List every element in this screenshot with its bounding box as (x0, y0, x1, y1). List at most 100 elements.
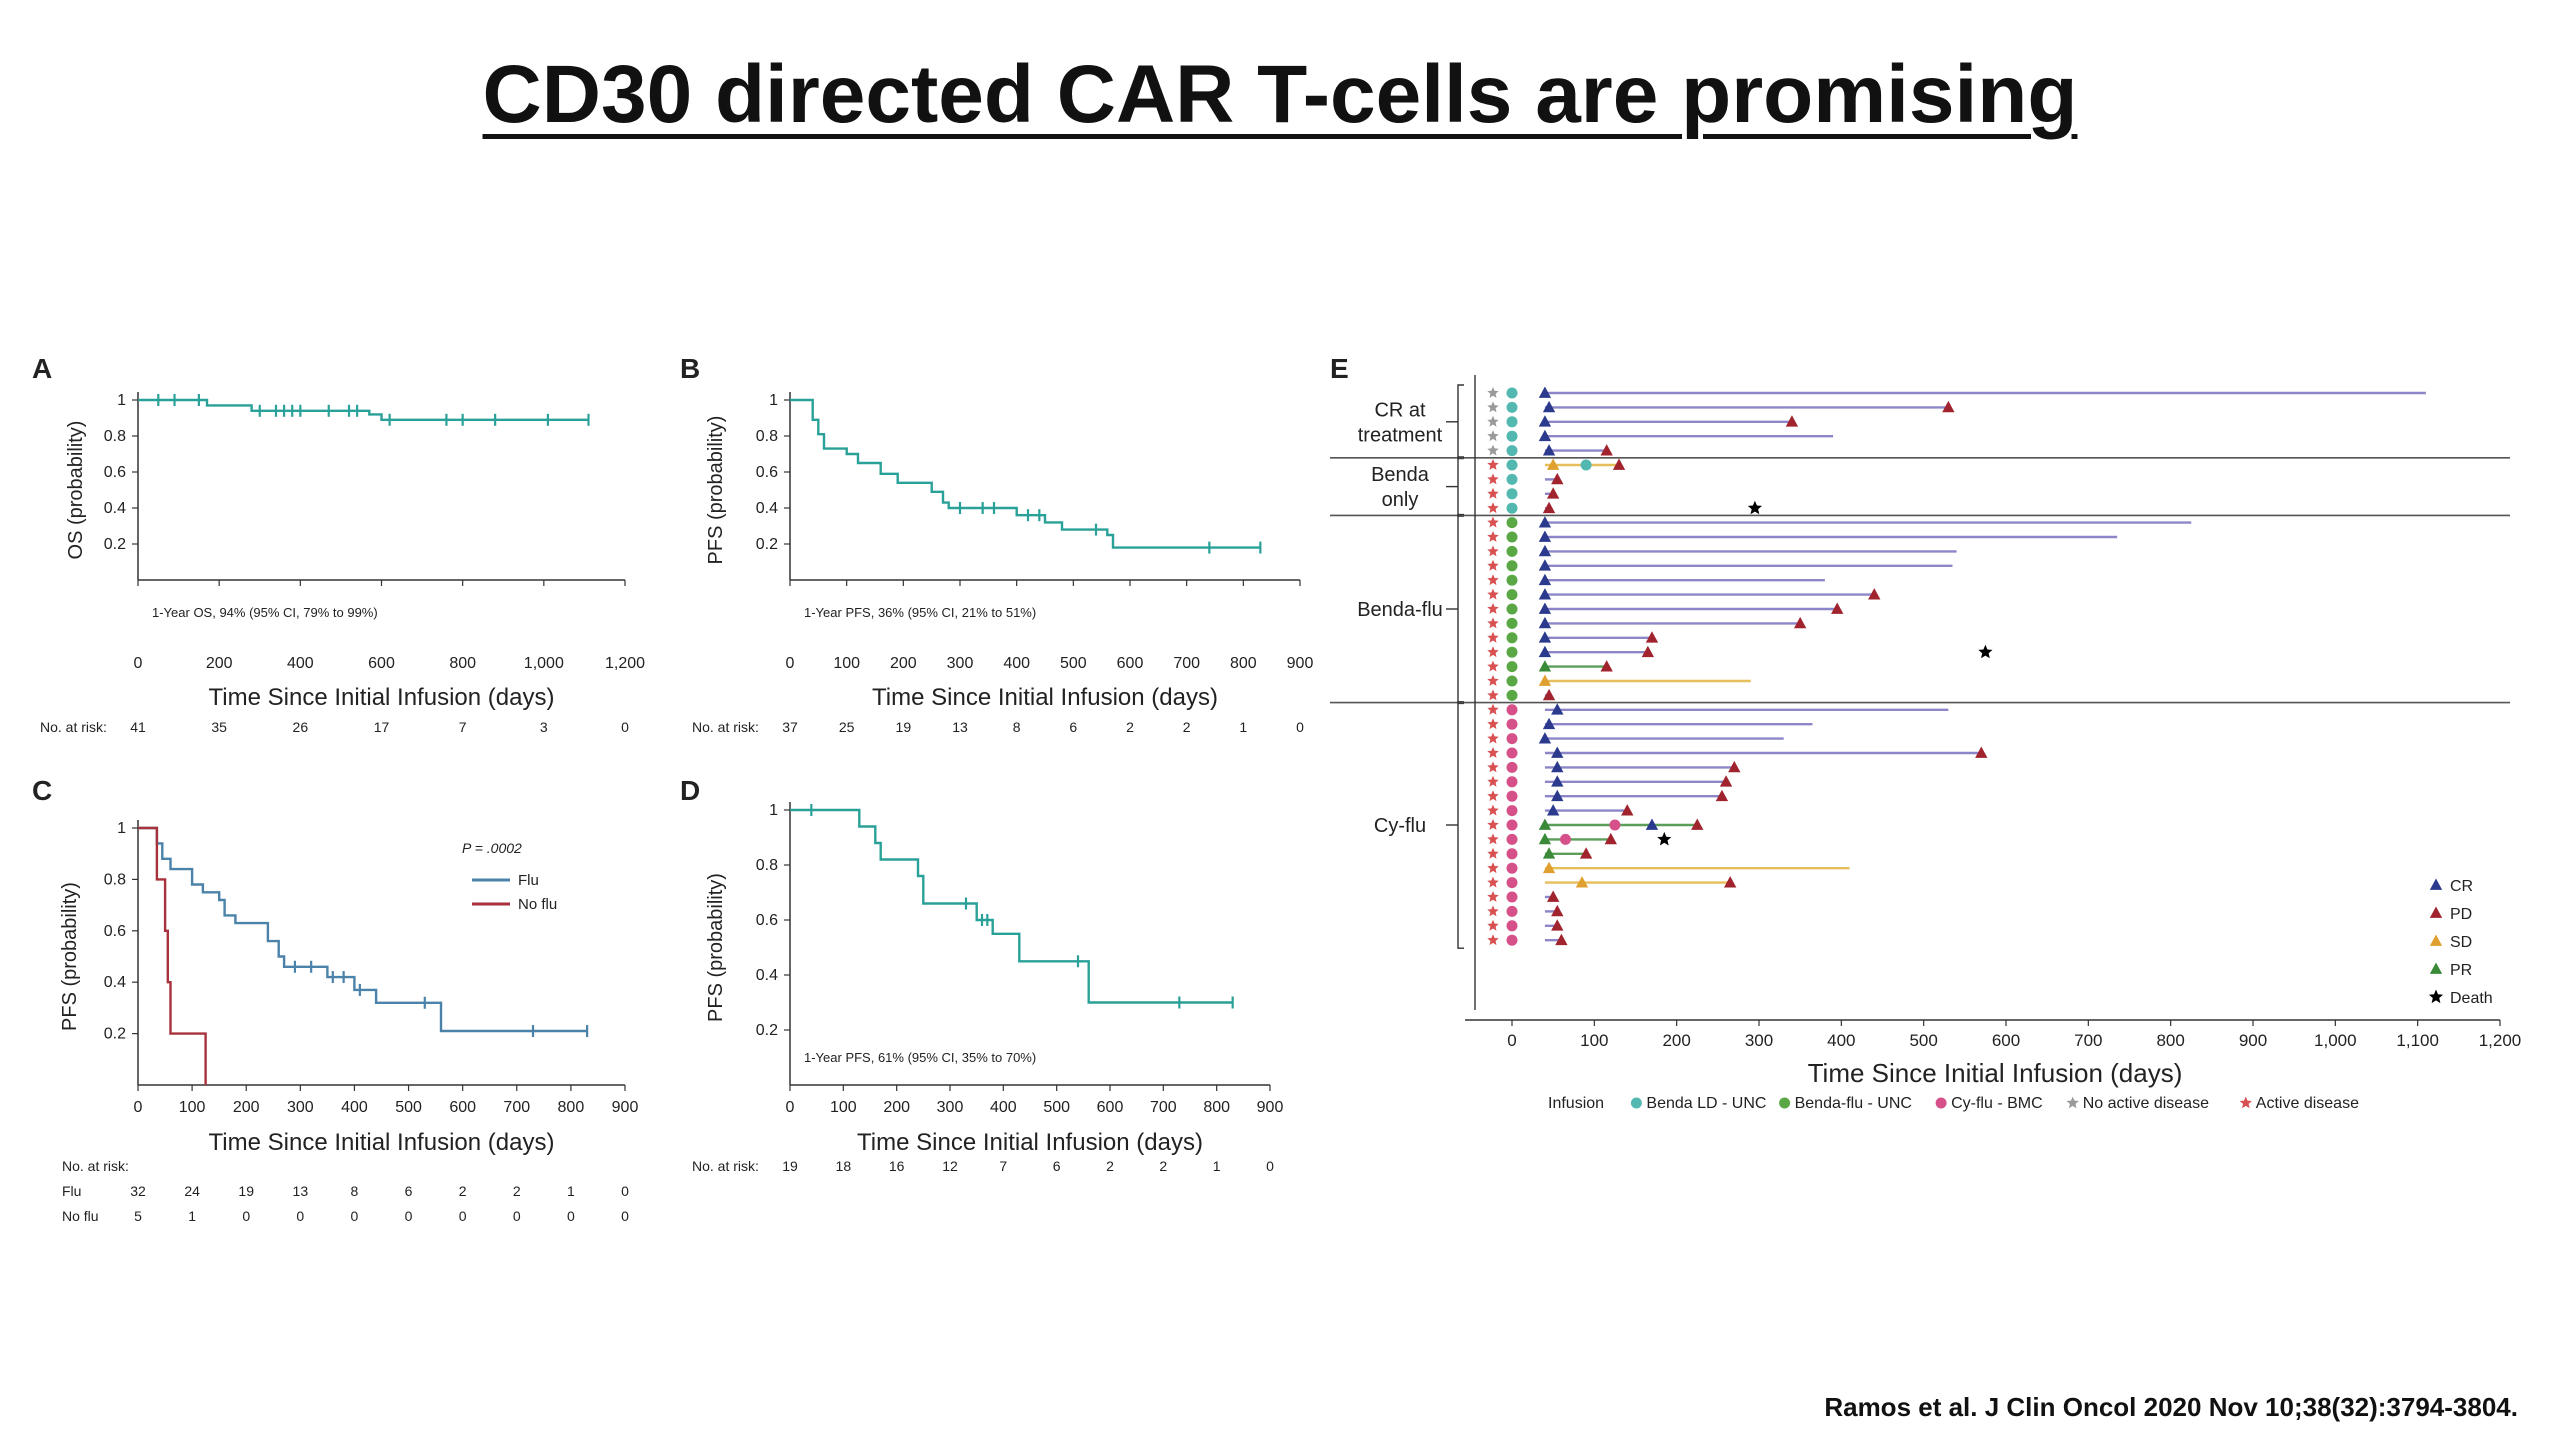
legend-label: No active disease (2083, 1095, 2209, 1112)
km-panel-b: B 0 100 200 300 400 500 600 700 800 900 0.2 0.4 0.6 0.… (680, 353, 1313, 735)
disease-status-star (1487, 747, 1499, 758)
disease-status-star (1487, 732, 1499, 744)
citation: Ramos et al. J Clin Oncol 2020 Nov 10;38… (1824, 1392, 2518, 1422)
x-tick-label: 800 (558, 1099, 585, 1116)
at-risk-value: 8 (1013, 719, 1021, 735)
response-marker-cr (1538, 415, 1552, 427)
y-tick-label: 0.8 (756, 428, 778, 445)
response-marker-pd (1604, 832, 1617, 845)
disease-status-star (1487, 718, 1499, 730)
at-risk-value: 0 (296, 1208, 304, 1224)
x-tick-label: 1,200 (2479, 1031, 2522, 1050)
response-marker-pr (1538, 660, 1552, 672)
disease-status-star (1487, 502, 1499, 514)
disease-status-star (1487, 876, 1499, 888)
infusion-dot (1506, 790, 1518, 802)
km-curve-pfs (790, 808, 1233, 1004)
response-marker-cr (1538, 429, 1552, 442)
panel-letter: B (680, 353, 700, 384)
at-risk-label: No. at risk: (40, 719, 107, 735)
y-tick-label: 1 (117, 820, 126, 837)
disease-status-star (1487, 804, 1499, 816)
infusion-dot (1506, 733, 1518, 745)
x-tick-label: 500 (1043, 1099, 1070, 1116)
y-axis-label: PFS (probability) (705, 416, 727, 565)
at-risk-value: 1 (567, 1183, 575, 1199)
response-marker-cr (1538, 616, 1552, 629)
infusion-dot (1506, 574, 1518, 586)
response-marker-pd (1724, 876, 1737, 888)
response-marker-sd (1575, 876, 1589, 888)
response-marker-pd (1645, 631, 1659, 643)
disease-status-star (1487, 487, 1499, 499)
response-marker-cr (1551, 746, 1564, 758)
at-risk-value: 12 (942, 1158, 958, 1174)
legend-star_none-icon (2066, 1096, 2079, 1109)
infusion-dot (1506, 531, 1518, 543)
infusion-dot (1506, 862, 1518, 874)
x-tick-label: 1,000 (524, 655, 564, 672)
infusion-dot (1506, 805, 1518, 817)
at-risk-value: 0 (351, 1208, 359, 1224)
y-tick-label: 0.8 (104, 871, 126, 888)
x-tick-label: 0 (134, 1099, 143, 1116)
response-marker-pd (1542, 688, 1556, 701)
infusion-dot (1506, 704, 1518, 716)
km-annotation: 1-Year PFS, 36% (95% CI, 21% to 51%) (804, 605, 1036, 620)
reinfusion-dot (1560, 833, 1572, 845)
response-marker-cr (1551, 789, 1564, 802)
at-risk-value: 32 (130, 1183, 146, 1199)
x-tick-label: 800 (1203, 1099, 1230, 1116)
legend-label: Flu (518, 872, 539, 889)
x-tick-label: 300 (287, 1099, 314, 1116)
disease-status-star (1487, 819, 1499, 830)
at-risk-label: No. at risk: (62, 1158, 129, 1174)
at-risk-value: 2 (1106, 1158, 1114, 1174)
response-marker-pd (1641, 645, 1655, 658)
infusion-dot (1506, 819, 1518, 831)
swimmer-panel: E CR at treatment Benda only Benda-flu Cy-flu 0… (1330, 353, 2521, 1112)
response-marker-sd (1538, 674, 1552, 686)
x-axis-label: Time Since Initial Infusion (days) (209, 1129, 555, 1156)
at-risk-value: 0 (567, 1208, 575, 1224)
response-marker-pd (1691, 818, 1704, 830)
response-marker-cr (1538, 645, 1552, 658)
y-tick-label: 0.4 (104, 500, 126, 517)
infusion-dot (1506, 589, 1518, 601)
y-tick-label: 0.2 (756, 536, 778, 553)
infusion-dot (1506, 905, 1518, 917)
infusion-dot (1506, 877, 1518, 889)
at-risk-value: 25 (839, 719, 855, 735)
at-risk-value: 19 (896, 719, 912, 735)
x-axis-label: Time Since Initial Infusion (days) (857, 1129, 1203, 1156)
infusion-dot (1506, 675, 1518, 687)
legend-pr-icon (2429, 962, 2443, 974)
x-tick-label: 100 (830, 1099, 857, 1116)
response-marker-pd (1600, 444, 1613, 456)
at-risk-label: No. at risk: (692, 1158, 759, 1174)
disease-status-star (1487, 919, 1499, 931)
x-tick-label: 300 (947, 655, 974, 672)
at-risk-value: 5 (134, 1208, 142, 1224)
x-tick-label: 600 (368, 655, 395, 672)
at-risk-value: 19 (782, 1158, 798, 1174)
x-tick-label: 100 (833, 655, 860, 672)
disease-status-star (1487, 833, 1499, 845)
km-curve-flu (138, 826, 588, 1033)
response-marker-pr (1542, 847, 1556, 859)
legend-cr-icon (2429, 878, 2443, 890)
x-tick-label: 0 (786, 1099, 795, 1116)
x-tick-label: 400 (990, 1099, 1017, 1116)
disease-status-star (1487, 790, 1499, 802)
y-tick-label: 0.8 (756, 857, 778, 874)
response-marker-pr (1538, 832, 1552, 845)
x-tick-label: 900 (612, 1099, 639, 1116)
infusion-dot (1506, 661, 1518, 673)
disease-status-star (1487, 473, 1499, 485)
y-axis-label: OS (probability) (65, 421, 87, 560)
infusion-dot (1506, 747, 1518, 759)
response-marker-cr (1542, 400, 1556, 413)
response-marker-pd (1551, 919, 1564, 931)
disease-status-star (1487, 387, 1499, 398)
